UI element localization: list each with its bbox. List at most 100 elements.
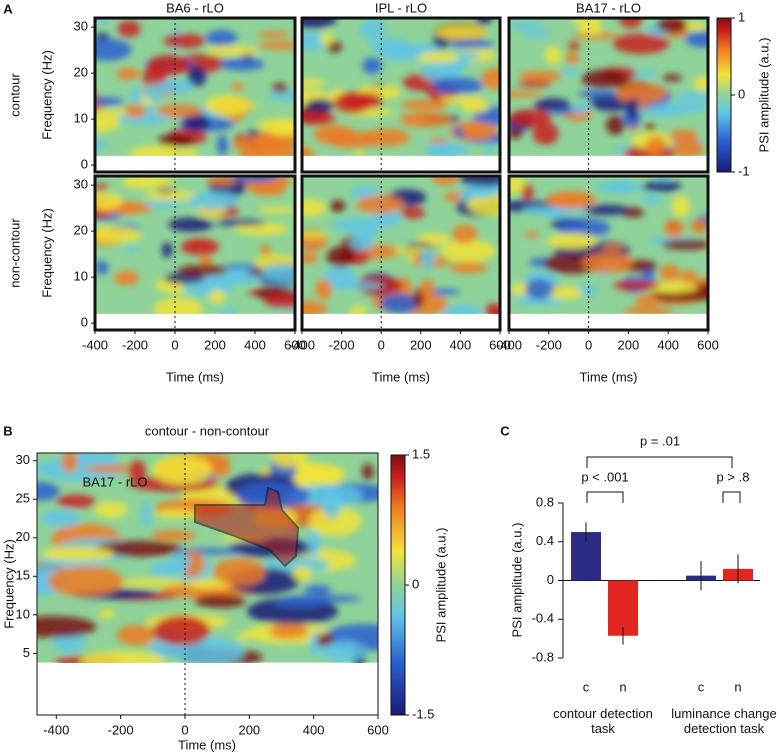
heatmap-blob xyxy=(581,69,629,89)
heatmap-blob xyxy=(260,244,271,257)
y-tick-label: 30 xyxy=(74,177,88,192)
heatmap-blob xyxy=(664,219,684,238)
heatmap-blob xyxy=(556,218,611,238)
bracket xyxy=(586,491,624,503)
x-tick-label: 400 xyxy=(244,337,266,352)
heatmap-texture xyxy=(509,176,708,314)
heatmap-blob xyxy=(509,90,543,98)
heatmap-blob xyxy=(416,51,461,64)
heatmap-blob xyxy=(95,540,182,557)
heatmap-blob xyxy=(671,138,704,156)
x-tick-label: 200 xyxy=(410,337,432,352)
heatmap-blob xyxy=(302,198,327,218)
column-title: IPL - rLO xyxy=(375,0,427,15)
heatmap-blob xyxy=(206,45,259,56)
heatmap-blob xyxy=(571,18,601,27)
row-title: contour xyxy=(7,73,22,117)
heatmap-blob xyxy=(37,482,60,501)
heatmap-blob xyxy=(369,37,409,54)
heatmap-blob xyxy=(216,134,228,156)
x-axis-label: Time (ms) xyxy=(166,369,224,384)
heatmap-blob xyxy=(302,78,327,87)
group-label: contour detection task xyxy=(553,706,653,736)
heatmap-blob xyxy=(613,33,670,54)
heatmap-blob xyxy=(232,82,244,91)
y-tick-label: 20 xyxy=(74,65,88,80)
plot-frame xyxy=(36,452,379,716)
heatmap-blob xyxy=(693,76,708,92)
heatmap-blob xyxy=(98,609,115,619)
heatmap-blob xyxy=(47,566,124,597)
y-tick-label: -0.4 xyxy=(532,611,554,626)
heatmap-blob xyxy=(218,308,239,314)
x-tick-label: -200 xyxy=(108,722,134,737)
column-title: BA6 - rLO xyxy=(166,0,224,15)
x-tick-label: 600 xyxy=(367,722,389,737)
heatmap-blob xyxy=(582,251,634,274)
x-tick-label: 200 xyxy=(618,337,640,352)
bar xyxy=(608,580,638,636)
heatmap-blob xyxy=(362,57,382,74)
heatmap-blobs xyxy=(509,176,708,314)
y-tick-label: -0.8 xyxy=(532,649,554,664)
heatmap-blob xyxy=(509,109,552,127)
heatmap-blob xyxy=(128,145,187,156)
heatmap-blob xyxy=(521,205,564,215)
heatmap-blob xyxy=(416,233,451,245)
heatmap-blob xyxy=(117,20,141,38)
x-tick-label: 600 xyxy=(284,337,306,352)
heatmap-blob xyxy=(460,100,490,113)
heatmap-blob xyxy=(124,245,140,253)
y-tick-label: 0.4 xyxy=(536,533,554,548)
heatmap-blob xyxy=(266,120,295,137)
heatmap-blob xyxy=(163,273,205,284)
heatmap-blob xyxy=(257,31,291,38)
heatmap-blob xyxy=(213,558,266,587)
bracket xyxy=(722,491,741,503)
heatmap-blob xyxy=(144,83,165,102)
heatmap-blob xyxy=(456,51,481,60)
heatmap-blob xyxy=(290,484,363,507)
chart-title: contour - non-contour xyxy=(145,423,270,438)
heatmap-blob xyxy=(451,224,478,244)
heatmap-blob xyxy=(449,39,495,49)
heatmap-blob xyxy=(95,184,109,191)
heatmap-blob xyxy=(236,632,255,640)
heatmap-blob xyxy=(184,148,198,156)
heatmap-blob xyxy=(645,136,667,156)
heatmap-blob xyxy=(545,190,597,209)
heatmap-blob xyxy=(685,21,707,31)
panel-label: A xyxy=(3,1,13,16)
x-tick-label: n xyxy=(734,679,741,694)
y-axis-label: Frequency (Hz) xyxy=(39,50,54,140)
heatmap-blob xyxy=(129,460,147,483)
colorbar xyxy=(716,17,732,173)
y-tick-label: 30 xyxy=(74,19,88,34)
heatmap-blob xyxy=(525,278,554,300)
heatmap-blob xyxy=(649,281,699,294)
colorbar xyxy=(390,454,406,716)
panel-label: B xyxy=(3,423,12,438)
heatmap-blob xyxy=(313,124,355,145)
heatmap-blob xyxy=(485,302,500,314)
heatmap-blob xyxy=(431,77,483,95)
plot-frame xyxy=(300,16,502,174)
y-tick-label: 30 xyxy=(16,452,30,467)
colorbar-tick-label: 1.5 xyxy=(412,446,430,461)
x-tick-label: 400 xyxy=(450,337,472,352)
heatmap-blob xyxy=(302,111,336,125)
heatmap-blob xyxy=(463,122,484,138)
annotation: BA17 - rLO xyxy=(82,474,147,489)
x-tick-label: -400 xyxy=(43,722,69,737)
heatmap-blob xyxy=(157,134,195,147)
heatmap-blob xyxy=(577,90,619,98)
heatmap-blob xyxy=(329,281,385,290)
plot-frame xyxy=(93,16,297,174)
heatmap-blob xyxy=(570,103,592,114)
x-tick-label: 600 xyxy=(697,337,719,352)
x-tick-label: n xyxy=(619,679,626,694)
heatmap-blob xyxy=(303,585,332,595)
heatmap-blob xyxy=(194,594,247,608)
heatmap-blob xyxy=(95,96,125,107)
